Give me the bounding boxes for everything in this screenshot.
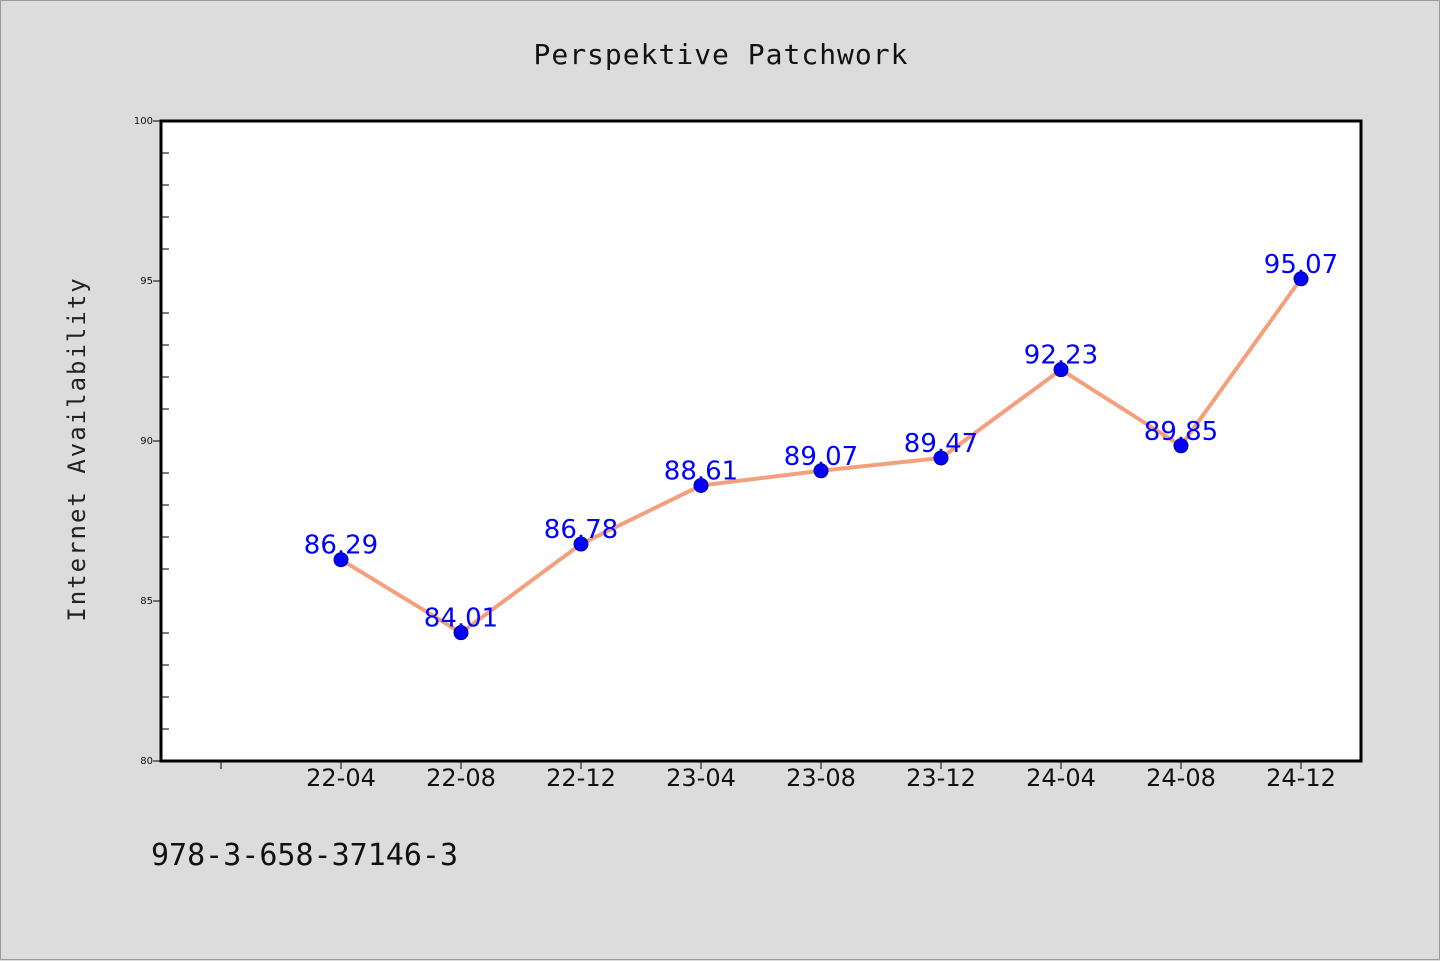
data-label: 95.07 — [1264, 250, 1338, 280]
data-markers — [333, 271, 1309, 641]
plot-area — [161, 121, 1361, 761]
y-tick-label: 80 — [140, 756, 153, 767]
y-tick-label: 85 — [140, 596, 153, 607]
data-point — [933, 450, 949, 466]
x-tick-label: 23-08 — [786, 764, 856, 792]
data-point — [333, 552, 349, 568]
y-axis-label: Internet Availability — [63, 276, 91, 621]
y-tick-label: 95 — [140, 276, 153, 287]
data-point — [1053, 362, 1069, 378]
y-axis: 80 85 90 95 100 — [134, 116, 161, 767]
data-label: 92.23 — [1024, 341, 1098, 371]
data-label: 84.01 — [424, 604, 498, 634]
data-point — [453, 625, 469, 641]
x-tick-label: 24-12 — [1266, 764, 1336, 792]
data-point — [573, 536, 589, 552]
data-label: 89.47 — [904, 429, 978, 459]
x-tick-label: 22-12 — [546, 764, 616, 792]
data-label: 89.85 — [1144, 417, 1218, 447]
data-label: 86.78 — [544, 515, 618, 545]
data-label: 89.07 — [784, 442, 858, 472]
y-tick-label: 100 — [134, 116, 153, 127]
x-tick-label: 24-08 — [1146, 764, 1216, 792]
x-tick-label: 23-04 — [666, 764, 736, 792]
data-point — [1173, 438, 1189, 454]
x-tick-label: 23-12 — [906, 764, 976, 792]
x-tick-label: 22-08 — [426, 764, 496, 792]
plot-frame — [159, 119, 1363, 763]
data-label: 88.61 — [664, 456, 738, 486]
isbn-text: 978-3-658-37146-3 — [151, 838, 458, 873]
x-tick-label: 22-04 — [306, 764, 376, 792]
x-tick-label: 24-04 — [1026, 764, 1096, 792]
chart-title: Perspektive Patchwork — [533, 38, 908, 71]
data-labels: 86.29 84.01 86.78 88.61 89.07 89.47 92.23 89.85… — [304, 250, 1338, 634]
y-tick-label: 90 — [140, 436, 153, 447]
data-point — [693, 477, 709, 493]
data-point — [1293, 271, 1309, 287]
x-axis: 22-04 22-08 22-12 23-04 23-08 23-12 24-04 24-08… — [220, 761, 1336, 792]
data-label: 86.29 — [304, 531, 378, 561]
data-point — [813, 463, 829, 479]
